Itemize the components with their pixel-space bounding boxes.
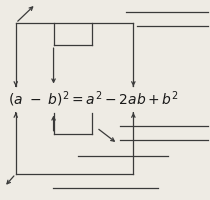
Text: $(a\ -\ b)^2 = a^2 - 2ab + b^2$: $(a\ -\ b)^2 = a^2 - 2ab + b^2$ (8, 89, 179, 109)
